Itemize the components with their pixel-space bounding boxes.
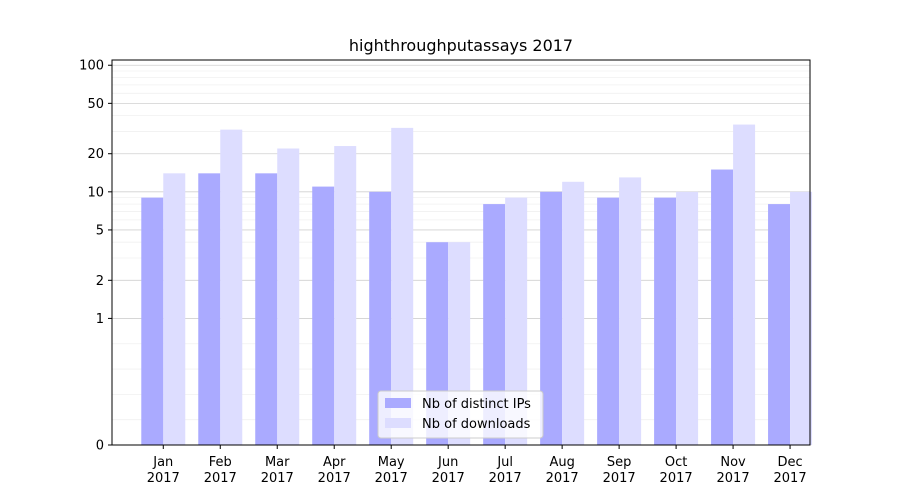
- y-tick-label: 0: [96, 439, 104, 454]
- x-tick-label-year: 2017: [489, 471, 522, 486]
- chart-title: highthroughputassays 2017: [349, 36, 573, 55]
- x-tick-label-year: 2017: [660, 471, 693, 486]
- y-tick-label: 100: [79, 59, 104, 74]
- x-tick-label-year: 2017: [717, 471, 750, 486]
- x-tick-label: Feb: [209, 455, 232, 470]
- x-tick-label-year: 2017: [147, 471, 180, 486]
- bar-downloads: [334, 146, 357, 445]
- bar-distinct-ips: [141, 197, 164, 445]
- bar-distinct-ips: [369, 191, 392, 445]
- bar-distinct-ips: [198, 173, 221, 445]
- y-tick-label: 50: [87, 97, 104, 112]
- axes: 0125102050100Jan2017Feb2017Mar2017Apr201…: [79, 59, 811, 486]
- x-tick-label-year: 2017: [432, 471, 465, 486]
- x-tick-label: Oct: [665, 455, 687, 470]
- bar-downloads: [505, 197, 528, 445]
- bar-distinct-ips: [483, 204, 506, 445]
- bar-distinct-ips: [597, 197, 620, 445]
- bar-downloads: [562, 181, 585, 445]
- bar-distinct-ips: [654, 197, 677, 445]
- x-tick-label: May: [378, 455, 405, 470]
- x-tick-label: Apr: [323, 455, 346, 470]
- bar-downloads: [220, 129, 243, 445]
- x-tick-label-year: 2017: [318, 471, 351, 486]
- x-tick-label: Sep: [607, 455, 632, 470]
- bar-distinct-ips: [540, 191, 563, 445]
- plot-frame: [111, 59, 811, 446]
- bar-distinct-ips: [711, 169, 734, 445]
- x-tick-label: Dec: [777, 455, 802, 470]
- y-tick-label: 2: [96, 274, 104, 289]
- bar-downloads: [163, 173, 186, 445]
- bar-downloads: [790, 191, 813, 445]
- y-tick-label: 5: [96, 223, 104, 238]
- x-tick-label-year: 2017: [375, 471, 408, 486]
- bar-downloads: [619, 177, 642, 446]
- y-tick-label: 20: [87, 147, 104, 162]
- y-tick-label: 10: [87, 185, 104, 200]
- legend-label: Nb of downloads: [422, 417, 531, 432]
- bar-distinct-ips: [312, 186, 335, 446]
- x-tick-label-year: 2017: [546, 471, 579, 486]
- x-tick-label: Jan: [152, 455, 173, 470]
- x-tick-label: Jul: [496, 455, 513, 470]
- x-tick-label-year: 2017: [261, 471, 294, 486]
- bar-downloads: [733, 124, 756, 445]
- x-tick-label: Nov: [720, 455, 746, 470]
- x-tick-label-year: 2017: [774, 471, 807, 486]
- bar-distinct-ips: [255, 173, 278, 445]
- bar-distinct-ips: [768, 204, 791, 445]
- legend-label: Nb of distinct IPs: [422, 397, 531, 412]
- x-tick-label: Aug: [549, 455, 574, 470]
- legend-swatch: [385, 418, 411, 428]
- x-tick-label: Jun: [437, 455, 458, 470]
- x-tick-label: Mar: [265, 455, 290, 470]
- legend-swatch: [385, 398, 411, 408]
- x-tick-label-year: 2017: [204, 471, 237, 486]
- legend-box: [377, 390, 544, 439]
- bar-downloads: [676, 191, 699, 445]
- legend: Nb of distinct IPs Nb of downloads: [377, 390, 544, 439]
- bar-downloads: [391, 127, 414, 445]
- bar-downloads: [277, 148, 300, 445]
- bars: [141, 124, 813, 446]
- y-tick-label: 1: [96, 312, 104, 327]
- x-tick-label-year: 2017: [603, 471, 636, 486]
